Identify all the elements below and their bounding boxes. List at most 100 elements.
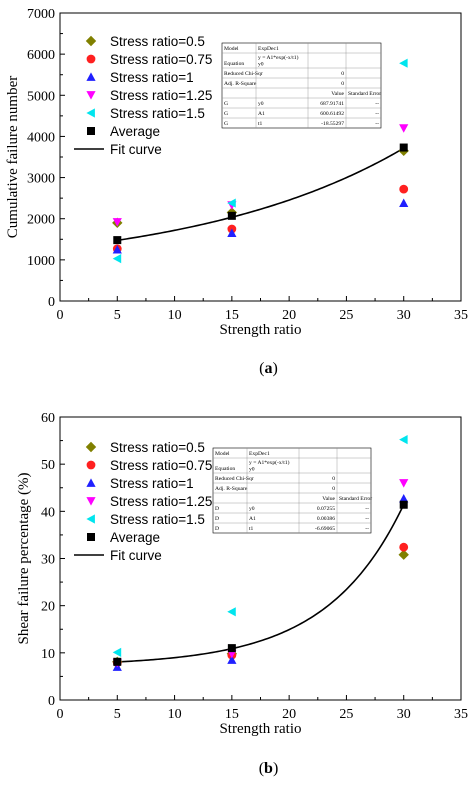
fit-table-cell: 0.00386 (317, 516, 335, 522)
legend: Stress ratio=0.5 Stress ratio=0.75 Stress … (74, 34, 212, 157)
data-point (399, 500, 408, 509)
fit-table-cell: Equation (215, 466, 235, 472)
y-tick-label: 3000 (27, 172, 55, 187)
legend-label: Stress ratio=1 (110, 476, 194, 491)
x-tick-label: 15 (225, 707, 239, 722)
y-tick-label: 20 (41, 600, 55, 615)
fit-table-cell: -- (365, 506, 369, 512)
x-tick-label: 25 (339, 707, 353, 722)
data-point (113, 657, 122, 666)
fit-curve (117, 504, 405, 663)
y-tick-label: 2000 (27, 213, 55, 228)
data-point (399, 124, 409, 133)
fit-table-cell: y = A1*exp(-x/t1) y0 (258, 54, 300, 68)
data-point (399, 479, 409, 488)
data-point (227, 198, 236, 208)
fit-table-cell: 600.61492 (320, 111, 344, 117)
x-tick-label: 35 (454, 707, 468, 722)
x-tick-label: 20 (282, 707, 296, 722)
fit-table-cell: y0 (249, 506, 255, 512)
y-tick-label: 0 (48, 694, 55, 709)
x-tick-label: 0 (57, 707, 64, 722)
x-tick-label: 30 (397, 707, 411, 722)
x-axis-title: Strength ratio (219, 322, 301, 338)
x-axis-title: Strength ratio (219, 721, 301, 737)
fit-table-cell: Reduced Chi-Sqr (224, 71, 263, 77)
chart-panel-a: 0 5 10 15 20 25 30 35 0 1000 2000 3000 4000 5000 6000 7… (5, 7, 468, 377)
fit-table-cell: t1 (258, 121, 263, 127)
data-point (227, 644, 236, 653)
x-tick-label: 10 (168, 707, 182, 722)
legend-label: Stress ratio=0.5 (110, 440, 205, 455)
fit-table-cell: Reduced Chi-Sqr (215, 476, 254, 482)
x-tick-label: 25 (339, 308, 353, 323)
y-axis-title: Shear failure percentage (%) (16, 473, 32, 645)
fit-table-cell: -6.69065 (315, 526, 335, 532)
fit-table-cell: Equation (224, 61, 244, 67)
legend-label: Stress ratio=0.75 (110, 458, 212, 473)
x-tick-label: 30 (397, 308, 411, 323)
data-point (227, 211, 236, 220)
legend: Stress ratio=0.5 Stress ratio=0.75 Stress … (74, 440, 212, 563)
y-axis-title: Cumulative failure number (5, 76, 21, 238)
x-tick-label: 35 (454, 308, 468, 323)
fit-table-cell: -- (365, 516, 369, 522)
data-point (399, 198, 409, 207)
fit-table-cell: -- (375, 111, 379, 117)
y-tick-label: 10 (41, 647, 55, 662)
y-tick-label: 1000 (27, 254, 55, 269)
y-tick-label: 4000 (27, 130, 55, 145)
fit-table-frame (212, 447, 372, 534)
fit-table-cell: 0.07255 (317, 506, 335, 512)
data-point (399, 58, 408, 68)
legend-marker (85, 35, 97, 47)
fit-table-cell: G (224, 111, 228, 117)
legend-label: Stress ratio=1.25 (110, 88, 212, 103)
legend-marker (86, 54, 96, 64)
fit-table-cell: 0 (341, 71, 344, 77)
fit-curve (117, 147, 405, 242)
fit-table-cell: Model (224, 46, 239, 52)
legend-marker (86, 108, 95, 118)
data-point (112, 647, 122, 657)
legend-label: Average (110, 530, 160, 545)
x-tick-label: 0 (57, 308, 64, 323)
data-point (227, 655, 237, 664)
y-tick-label: 0 (48, 295, 55, 310)
legend-label: Stress ratio=0.75 (110, 52, 212, 67)
fit-table-cell: -- (365, 526, 369, 532)
fit-table-frame (221, 42, 382, 129)
x-tick-label: 20 (282, 308, 296, 323)
fit-table-cell: 0 (332, 476, 335, 482)
legend-marker (87, 127, 95, 135)
fit-table-cell: ExpDec1 (249, 451, 270, 457)
y-tick-label: 60 (41, 411, 55, 426)
panel-caption: (b) (259, 760, 279, 777)
fit-table-cell: -- (375, 121, 379, 127)
fit-table: Model ExpDec1 Equation y = A1*exp(-x/t1) y0… (221, 42, 382, 129)
fit-table-cell: Adj. R-Square (224, 81, 257, 87)
y-tick-label: 5000 (27, 89, 55, 104)
legend-marker (85, 441, 97, 453)
legend-label: Stress ratio=1.5 (110, 512, 205, 527)
legend-marker (86, 514, 95, 524)
fit-table-cell: A1 (258, 111, 265, 117)
data-point (399, 143, 408, 152)
data-point (399, 542, 409, 552)
legend-marker (86, 91, 96, 100)
x-tick-label: 10 (168, 308, 182, 323)
data-point (112, 244, 122, 254)
fit-table-cell: D (215, 526, 219, 532)
fit-table-cell: 0 (332, 486, 335, 492)
legend-marker (86, 478, 96, 487)
y-tick-label: 30 (41, 553, 55, 568)
fit-table-cell: y0 (258, 101, 264, 107)
fit-table-cell: -- (375, 101, 379, 107)
panel-caption: (a) (259, 360, 278, 377)
data-point (399, 184, 409, 194)
legend-marker (86, 72, 96, 81)
legend-marker (86, 497, 96, 506)
fit-table-cell: Adj. R-Square (215, 486, 248, 492)
fit-table-cell: 0 (341, 81, 344, 87)
y-tick-label: 40 (41, 505, 55, 520)
